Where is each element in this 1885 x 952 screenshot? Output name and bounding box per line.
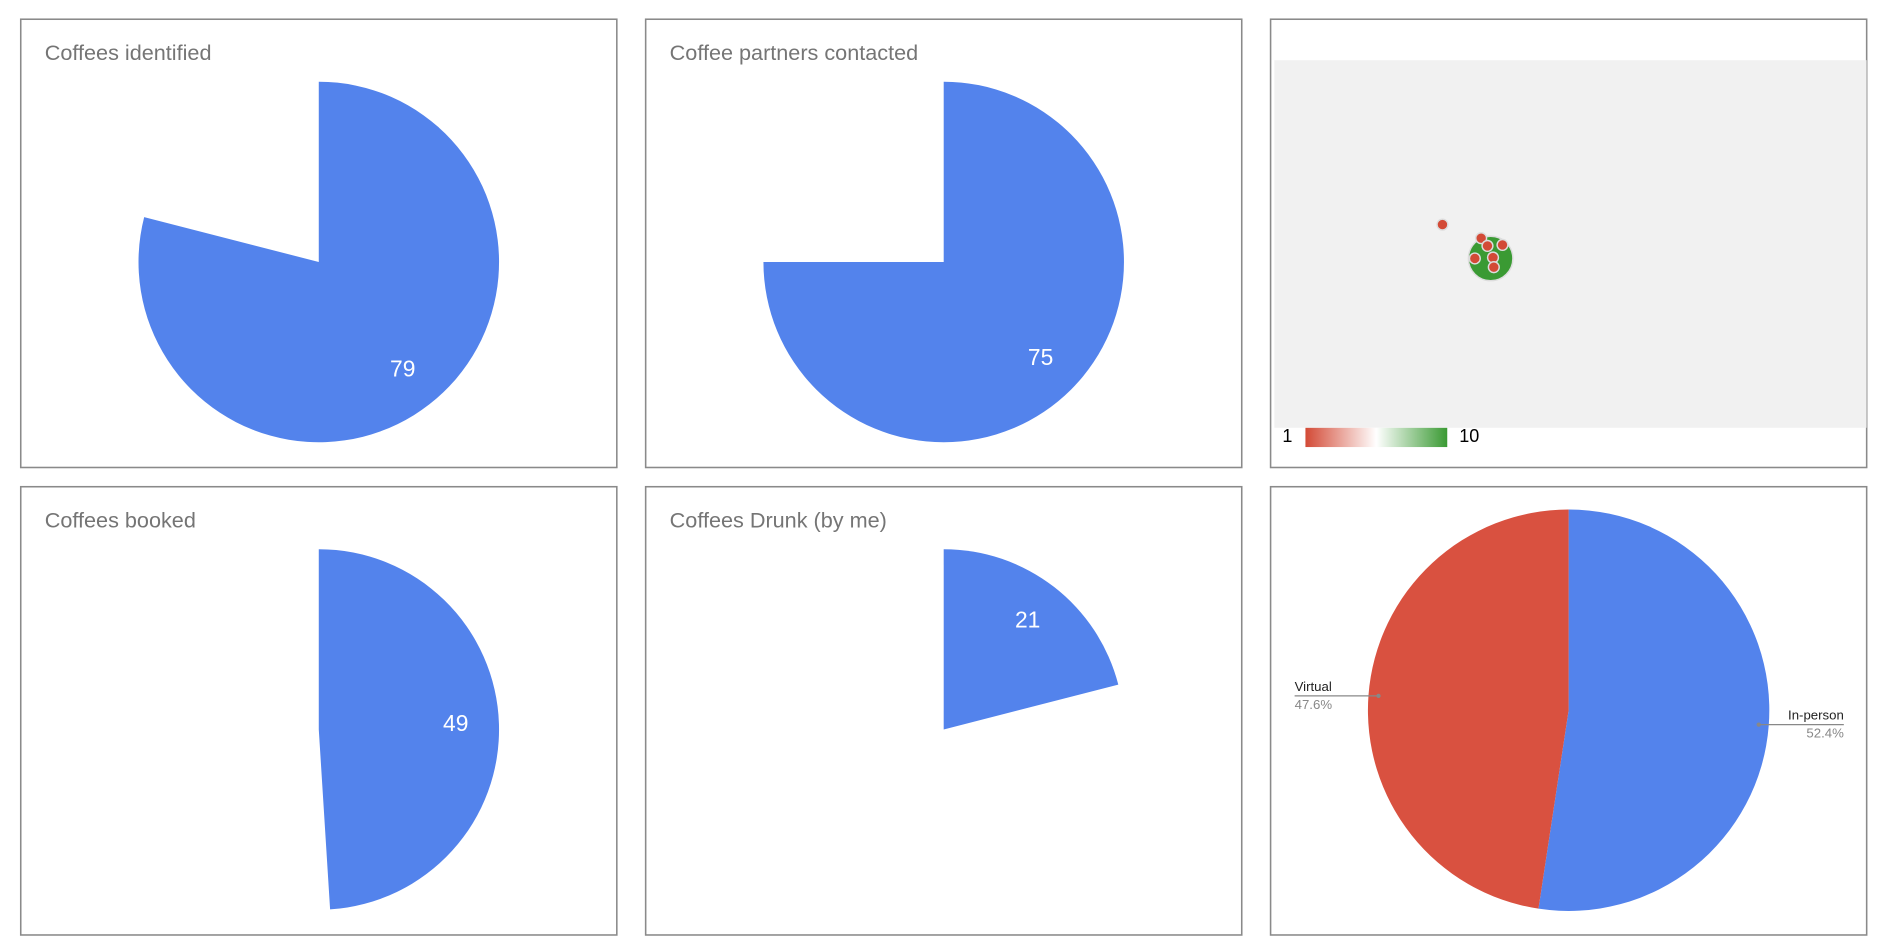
value-label: 21 [1015, 606, 1040, 632]
map-marker [1487, 261, 1500, 274]
map-marker [1436, 218, 1449, 231]
slice-percent: 47.6% [1295, 697, 1333, 712]
color-axis-max: 10 [1459, 426, 1479, 446]
pie-slice [1538, 509, 1770, 911]
value-label: 75 [1028, 344, 1053, 370]
chart-title: Coffees booked [45, 507, 196, 532]
slice-label: In-person [1788, 708, 1844, 723]
chart-title: Coffees Drunk (by me) [670, 507, 887, 532]
pie-slice [1367, 509, 1569, 909]
map-marker [1496, 238, 1509, 252]
leader-dot [1376, 693, 1381, 699]
slice-label: Virtual [1295, 679, 1332, 694]
pie-slice [318, 549, 500, 910]
color-axis-min: 1 [1282, 426, 1292, 446]
slice-percent: 52.4% [1806, 726, 1844, 741]
map [1274, 60, 1867, 428]
map-marker [1475, 232, 1488, 245]
map-background [1274, 60, 1867, 428]
chart-title: Coffees identified [45, 40, 212, 65]
pie-slice [138, 81, 500, 443]
map-marker [1468, 252, 1481, 265]
leader-dot [1756, 722, 1761, 727]
value-label: 79 [390, 355, 415, 381]
pie-slice [943, 549, 1119, 730]
color-axis-bar [1305, 427, 1448, 448]
chart-title: Coffee partners contacted [670, 40, 918, 65]
pie-slice [763, 81, 1124, 443]
value-label: 49 [443, 710, 468, 736]
map-marker [1481, 239, 1494, 253]
